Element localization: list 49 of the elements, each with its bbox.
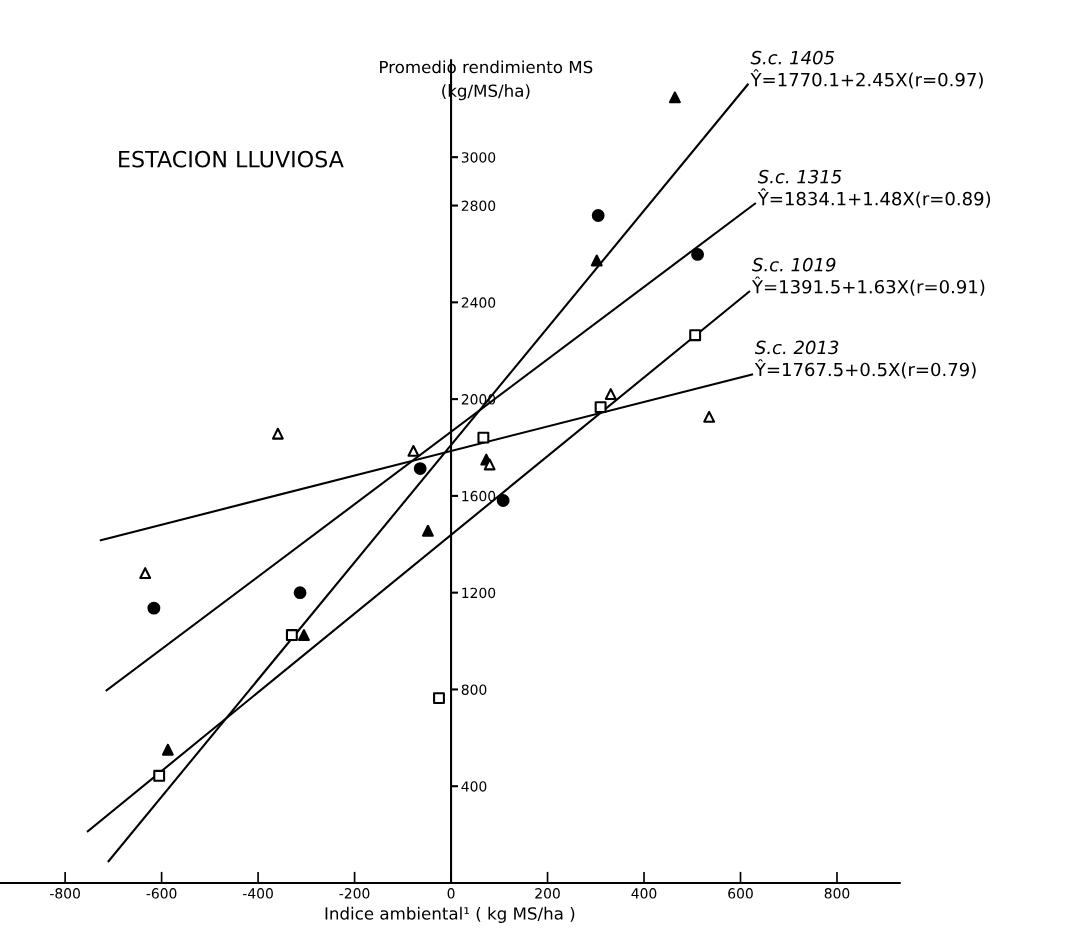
series-label: S.c. 1019: [752, 257, 836, 272]
point: [293, 586, 307, 600]
x-axis-title: Indice ambiental¹ ( kg MS/ha ): [325, 906, 575, 923]
x-tick-label: -800: [50, 888, 80, 899]
point: [689, 329, 702, 342]
y-tick-label: 3000: [461, 152, 496, 163]
y-tick-label: 400: [461, 781, 487, 792]
point: [285, 629, 298, 641]
point: [413, 462, 427, 475]
series-label: S.c. 1405: [750, 50, 835, 65]
y-tick-label: 2800: [461, 200, 496, 212]
series-label: S.c. 2013: [754, 340, 839, 355]
x-tick-label: 200: [535, 888, 560, 899]
point: [483, 458, 496, 471]
y-tick-label: 800: [461, 684, 487, 695]
point: [604, 388, 617, 400]
point: [703, 410, 716, 423]
x-tick-label: -200: [339, 888, 370, 899]
point: [433, 692, 445, 705]
point: [161, 743, 174, 756]
series-label: S.c. 1315: [757, 169, 842, 184]
point: [668, 91, 681, 104]
y-tick-label: 1600: [462, 490, 496, 502]
y-tick-label: 2400: [461, 297, 496, 308]
annotation: Ŷ=1834.1+1.48X(r=0.89): [757, 188, 991, 208]
point: [496, 494, 510, 507]
point: [139, 567, 152, 580]
annotation: Ŷ=1767.5+0.5X(r=0.79): [754, 359, 976, 379]
point: [297, 629, 310, 641]
x-tick-label: 400: [631, 888, 657, 899]
point: [477, 431, 490, 444]
point: [153, 769, 166, 782]
point: [691, 248, 704, 261]
point: [407, 444, 420, 457]
x-tick-label: -600: [146, 888, 177, 899]
point: [590, 254, 603, 267]
text: ESTACION LLUVIOSA: [119, 150, 344, 168]
y-tick-label: 1200: [462, 587, 496, 599]
point: [421, 524, 434, 537]
x-tick-label: 0: [447, 888, 455, 899]
point: [271, 427, 284, 440]
point: [594, 401, 607, 414]
annotation: Ŷ=1391.5+1.63X(r=0.91): [751, 276, 985, 296]
annotation: Ŷ=1770.1+2.45X(r=0.97): [750, 69, 983, 89]
point: [591, 209, 605, 222]
x-tick-label: -400: [243, 888, 273, 899]
x-tick-label: 800: [824, 888, 850, 899]
x-tick-label: 600: [728, 888, 753, 899]
point: [147, 601, 161, 615]
